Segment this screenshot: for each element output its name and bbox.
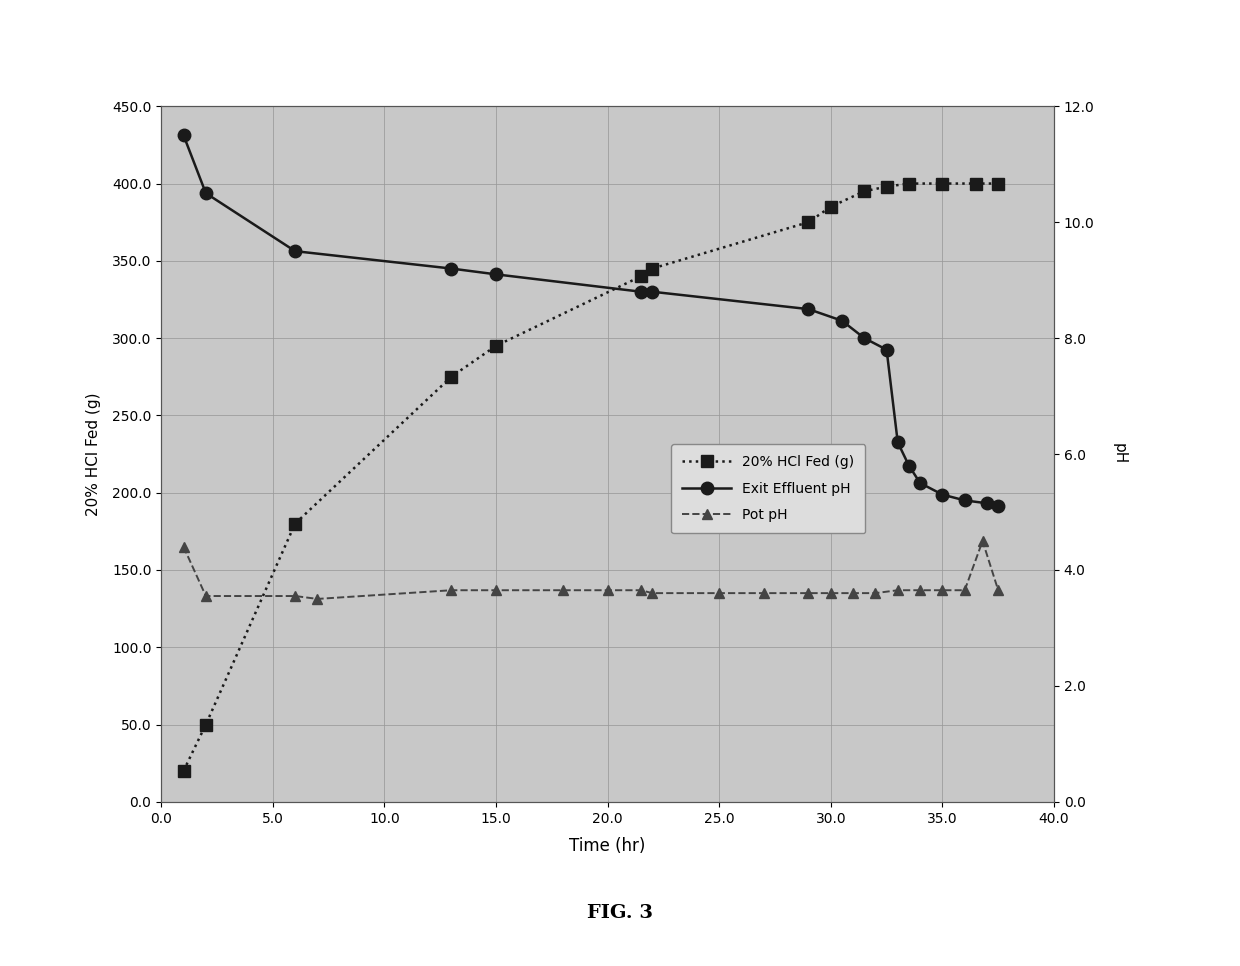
Exit Effluent pH: [288, 245, 303, 257]
Pot pH: [975, 535, 990, 547]
Exit Effluent pH: [835, 315, 849, 327]
20% HCl Fed (g): [823, 201, 838, 213]
Exit Effluent pH: [444, 263, 459, 274]
Exit Effluent pH: [913, 477, 928, 489]
20% HCl Fed (g): [444, 371, 459, 383]
20% HCl Fed (g): [645, 263, 660, 274]
20% HCl Fed (g): [489, 340, 503, 352]
Exit Effluent pH: [176, 129, 191, 141]
20% HCl Fed (g): [634, 270, 649, 282]
Pot pH: [913, 584, 928, 596]
Exit Effluent pH: [198, 187, 213, 199]
Y-axis label: pH: pH: [1111, 443, 1126, 465]
20% HCl Fed (g): [198, 719, 213, 730]
Pot pH: [198, 590, 213, 602]
Line: Pot pH: Pot pH: [179, 536, 1003, 604]
Pot pH: [935, 584, 950, 596]
Exit Effluent pH: [957, 495, 972, 506]
20% HCl Fed (g): [901, 178, 916, 189]
Exit Effluent pH: [980, 497, 994, 509]
20% HCl Fed (g): [801, 216, 816, 228]
Pot pH: [801, 587, 816, 599]
Pot pH: [288, 590, 303, 602]
Exit Effluent pH: [645, 286, 660, 298]
Exit Effluent pH: [991, 500, 1006, 512]
20% HCl Fed (g): [176, 765, 191, 777]
20% HCl Fed (g): [935, 178, 950, 189]
20% HCl Fed (g): [991, 178, 1006, 189]
Pot pH: [868, 587, 883, 599]
Exit Effluent pH: [857, 332, 872, 344]
Exit Effluent pH: [935, 489, 950, 500]
Legend: 20% HCl Fed (g), Exit Effluent pH, Pot pH: 20% HCl Fed (g), Exit Effluent pH, Pot p…: [671, 444, 866, 533]
X-axis label: Time (hr): Time (hr): [569, 837, 646, 855]
20% HCl Fed (g): [879, 181, 894, 192]
Y-axis label: 20% HCl Fed (g): 20% HCl Fed (g): [86, 392, 100, 516]
Pot pH: [957, 584, 972, 596]
20% HCl Fed (g): [288, 518, 303, 529]
Pot pH: [991, 584, 1006, 596]
20% HCl Fed (g): [857, 185, 872, 197]
20% HCl Fed (g): [968, 178, 983, 189]
Pot pH: [444, 584, 459, 596]
Pot pH: [890, 584, 905, 596]
Pot pH: [556, 584, 570, 596]
Line: Exit Effluent pH: Exit Effluent pH: [177, 129, 1004, 512]
Pot pH: [634, 584, 649, 596]
Exit Effluent pH: [890, 437, 905, 448]
Exit Effluent pH: [489, 269, 503, 280]
Pot pH: [645, 587, 660, 599]
Exit Effluent pH: [801, 303, 816, 315]
Exit Effluent pH: [901, 460, 916, 471]
Pot pH: [712, 587, 727, 599]
Pot pH: [823, 587, 838, 599]
Pot pH: [310, 593, 325, 605]
Pot pH: [176, 541, 191, 553]
Pot pH: [846, 587, 861, 599]
Exit Effluent pH: [879, 344, 894, 355]
Text: FIG. 3: FIG. 3: [587, 904, 653, 922]
Pot pH: [756, 587, 771, 599]
Line: 20% HCl Fed (g): 20% HCl Fed (g): [177, 178, 1004, 777]
Pot pH: [489, 584, 503, 596]
Pot pH: [600, 584, 615, 596]
Exit Effluent pH: [634, 286, 649, 298]
